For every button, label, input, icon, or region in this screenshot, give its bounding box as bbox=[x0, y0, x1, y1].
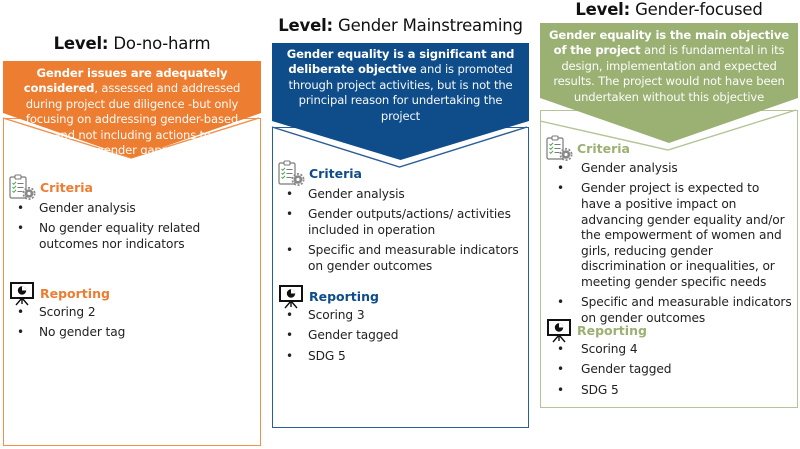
reporting-section: Reporting Scoring 4 Gender tagged SDG 5 bbox=[540, 318, 798, 403]
level-title-name: Do-no-harm bbox=[113, 34, 211, 53]
level-content-box bbox=[3, 117, 261, 446]
level-title-prefix: Level: bbox=[53, 34, 109, 53]
presentation-easel-pie-chart-icon bbox=[547, 319, 571, 343]
criteria-list: Gender analysis No gender equality relat… bbox=[3, 201, 261, 253]
level-description-banner: Gender equality is a significant and del… bbox=[272, 43, 529, 163]
criteria-item: Specific and measurable indicators on ge… bbox=[540, 295, 798, 326]
reporting-item: Gender tagged bbox=[272, 328, 529, 344]
reporting-item: Scoring 4 bbox=[540, 342, 798, 358]
level-description: Gender equality is the main objective of… bbox=[548, 28, 789, 104]
presentation-easel-pie-chart-icon bbox=[279, 285, 303, 309]
level-title-name: Gender Mainstreaming bbox=[337, 16, 523, 35]
criteria-heading: Criteria bbox=[577, 140, 630, 156]
level-title: Level: Gender-focused bbox=[540, 0, 798, 19]
reporting-list: Scoring 3 Gender tagged SDG 5 bbox=[272, 308, 529, 364]
criteria-section: Criteria Gender analysis Gender outputs/… bbox=[272, 160, 529, 279]
level-column-gender-mainstreaming: Level: Gender Mainstreaming Gender equal… bbox=[272, 0, 529, 449]
banner-arrow-shape bbox=[540, 23, 798, 143]
level-description: Gender equality is a significant and del… bbox=[286, 47, 515, 123]
banner-arrow-shape bbox=[3, 61, 261, 158]
level-description-banner: Gender issues are adequately considered,… bbox=[3, 61, 261, 161]
level-title-prefix: Level: bbox=[575, 0, 631, 19]
level-content-box bbox=[272, 126, 529, 428]
reporting-item: SDG 5 bbox=[540, 383, 798, 399]
criteria-item: Gender outputs/actions/ activities inclu… bbox=[272, 207, 529, 238]
level-title-name: Gender-focused bbox=[635, 0, 763, 19]
clipboard-checklist-gear-icon bbox=[546, 135, 573, 161]
criteria-item: Gender analysis bbox=[272, 187, 529, 203]
criteria-item: Gender project is expected to have a pos… bbox=[540, 181, 798, 290]
criteria-heading: Criteria bbox=[40, 179, 93, 195]
reporting-section: Reporting Scoring 3 Gender tagged SDG 5 bbox=[272, 284, 529, 369]
reporting-heading: Reporting bbox=[40, 285, 110, 301]
reporting-item: SDG 5 bbox=[272, 349, 529, 365]
level-title-prefix: Level: bbox=[278, 16, 333, 35]
chevron-outline bbox=[540, 109, 797, 152]
level-column-do-no-harm: Level: Do-no-harm Gender issues are adeq… bbox=[3, 0, 261, 449]
level-column-gender-focused: Level: Gender-focused Gender equality is… bbox=[540, 0, 798, 449]
reporting-item: Scoring 2 bbox=[3, 305, 261, 321]
presentation-easel-pie-chart-icon bbox=[10, 282, 34, 306]
criteria-list: Gender analysis Gender outputs/actions/ … bbox=[272, 187, 529, 275]
criteria-section: Criteria Gender analysis Gender project … bbox=[540, 135, 798, 331]
reporting-item: No gender tag bbox=[3, 325, 261, 341]
reporting-section: Reporting Scoring 2 No gender tag bbox=[3, 281, 261, 346]
chevron-outline bbox=[272, 126, 528, 169]
criteria-item: Gender analysis bbox=[3, 201, 261, 217]
level-description-banner: Gender equality is the main objective of… bbox=[540, 23, 798, 153]
clipboard-checklist-gear-icon bbox=[9, 174, 36, 200]
reporting-item: Gender tagged bbox=[540, 362, 798, 378]
reporting-heading: Reporting bbox=[309, 288, 379, 304]
level-title: Level: Gender Mainstreaming bbox=[272, 16, 529, 35]
reporting-item: Scoring 3 bbox=[272, 308, 529, 324]
criteria-section: Criteria Gender analysis No gender equal… bbox=[3, 174, 261, 257]
criteria-item: Specific and measurable indicators on ge… bbox=[272, 243, 529, 274]
criteria-heading: Criteria bbox=[309, 165, 362, 181]
banner-arrow-shape bbox=[272, 43, 529, 160]
criteria-list: Gender analysis Gender project is expect… bbox=[540, 161, 798, 327]
criteria-item: No gender equality related outcomes nor … bbox=[3, 221, 261, 252]
reporting-heading: Reporting bbox=[577, 322, 647, 338]
reporting-list: Scoring 4 Gender tagged SDG 5 bbox=[540, 342, 798, 398]
reporting-list: Scoring 2 No gender tag bbox=[3, 305, 261, 341]
criteria-item: Gender analysis bbox=[540, 161, 798, 177]
level-description: Gender issues are adequately considered,… bbox=[20, 66, 244, 158]
clipboard-checklist-gear-icon bbox=[278, 160, 305, 186]
chevron-outline bbox=[3, 117, 260, 160]
level-title: Level: Do-no-harm bbox=[3, 34, 261, 53]
